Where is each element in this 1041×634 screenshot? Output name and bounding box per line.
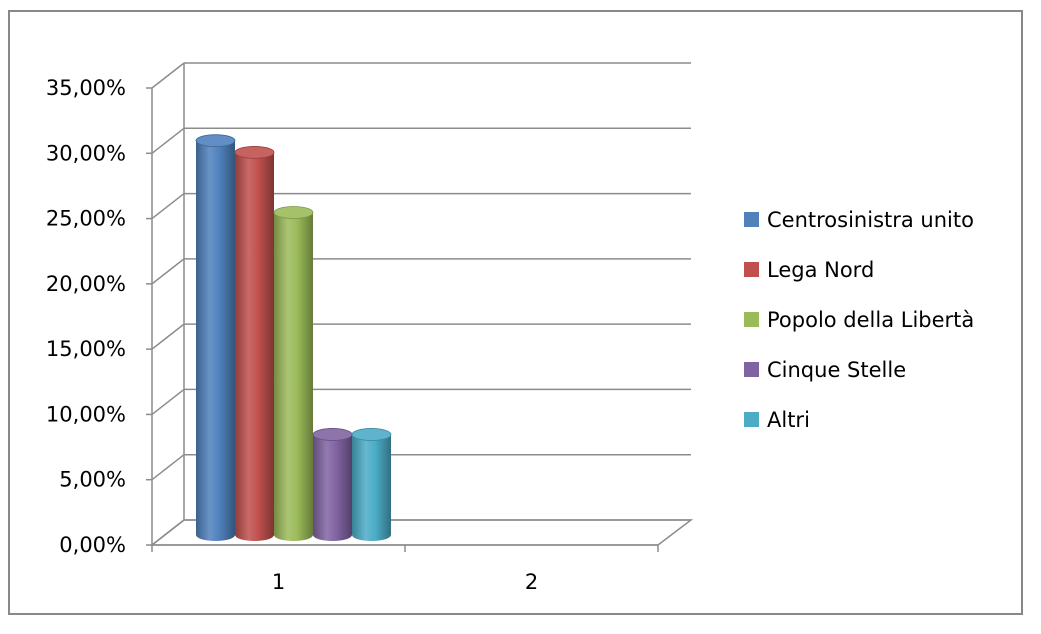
bar-body — [313, 434, 352, 541]
legend-swatch — [744, 412, 759, 427]
gridline-depth — [151, 323, 185, 350]
y-tick-label: 30,00% — [46, 141, 126, 165]
x-category-label: 2 — [525, 570, 538, 594]
bar-body — [274, 212, 313, 541]
legend-swatch — [744, 212, 759, 227]
legend-item: Lega Nord — [744, 258, 874, 282]
legend-label: Cinque Stelle — [767, 358, 906, 382]
bar-top — [273, 206, 314, 219]
bars — [195, 134, 392, 541]
y-tick-label: 25,00% — [46, 207, 126, 231]
gridline-depth — [151, 454, 185, 481]
legend-label: Altri — [767, 408, 810, 432]
legend-label: Centrosinistra unito — [767, 208, 974, 232]
legend-item: Cinque Stelle — [744, 358, 906, 382]
bar-top — [234, 146, 275, 159]
bar-centrosinistra-unito — [195, 134, 236, 541]
y-tick-label: 15,00% — [46, 337, 126, 361]
legend-swatch — [744, 262, 759, 277]
gridline-depth — [151, 192, 185, 220]
bar-lega-nord — [234, 146, 275, 541]
legend-item: Centrosinistra unito — [744, 208, 974, 232]
x-category-label: 1 — [272, 570, 285, 594]
legend: Centrosinistra unito Lega Nord Popolo dell… — [744, 208, 974, 432]
bar-body — [352, 434, 391, 541]
legend-item: Popolo della Libertà — [744, 308, 974, 332]
y-tick-label: 35,00% — [46, 76, 126, 100]
bar-altri — [351, 428, 392, 541]
bar-top — [351, 428, 392, 441]
y-tick-label: 10,00% — [46, 402, 126, 426]
y-tick-label: 0,00% — [59, 533, 126, 557]
bar-top — [195, 134, 236, 148]
bar-body — [235, 152, 274, 541]
legend-label: Lega Nord — [767, 258, 874, 282]
legend-swatch — [744, 362, 759, 377]
legend-item: Altri — [744, 408, 810, 432]
gridline-depth — [151, 258, 185, 285]
y-tick-label: 20,00% — [46, 272, 126, 296]
bar-popolo-della-libert- — [273, 206, 314, 541]
bar-cinque-stelle — [312, 428, 353, 541]
gridline-depth — [151, 388, 185, 416]
y-axis: 0,00% 5,00% 10,00% 15,00% 20,00% 25,00% 30,00%… — [46, 76, 153, 557]
gridline-depth — [151, 62, 185, 89]
bar-body — [196, 140, 235, 541]
bar-top — [312, 428, 353, 441]
y-tick-label: 5,00% — [59, 468, 126, 492]
gridline-depth — [151, 127, 185, 154]
legend-swatch — [744, 312, 759, 327]
chart-frame — [8, 10, 1023, 615]
legend-label: Popolo della Libertà — [767, 308, 974, 332]
